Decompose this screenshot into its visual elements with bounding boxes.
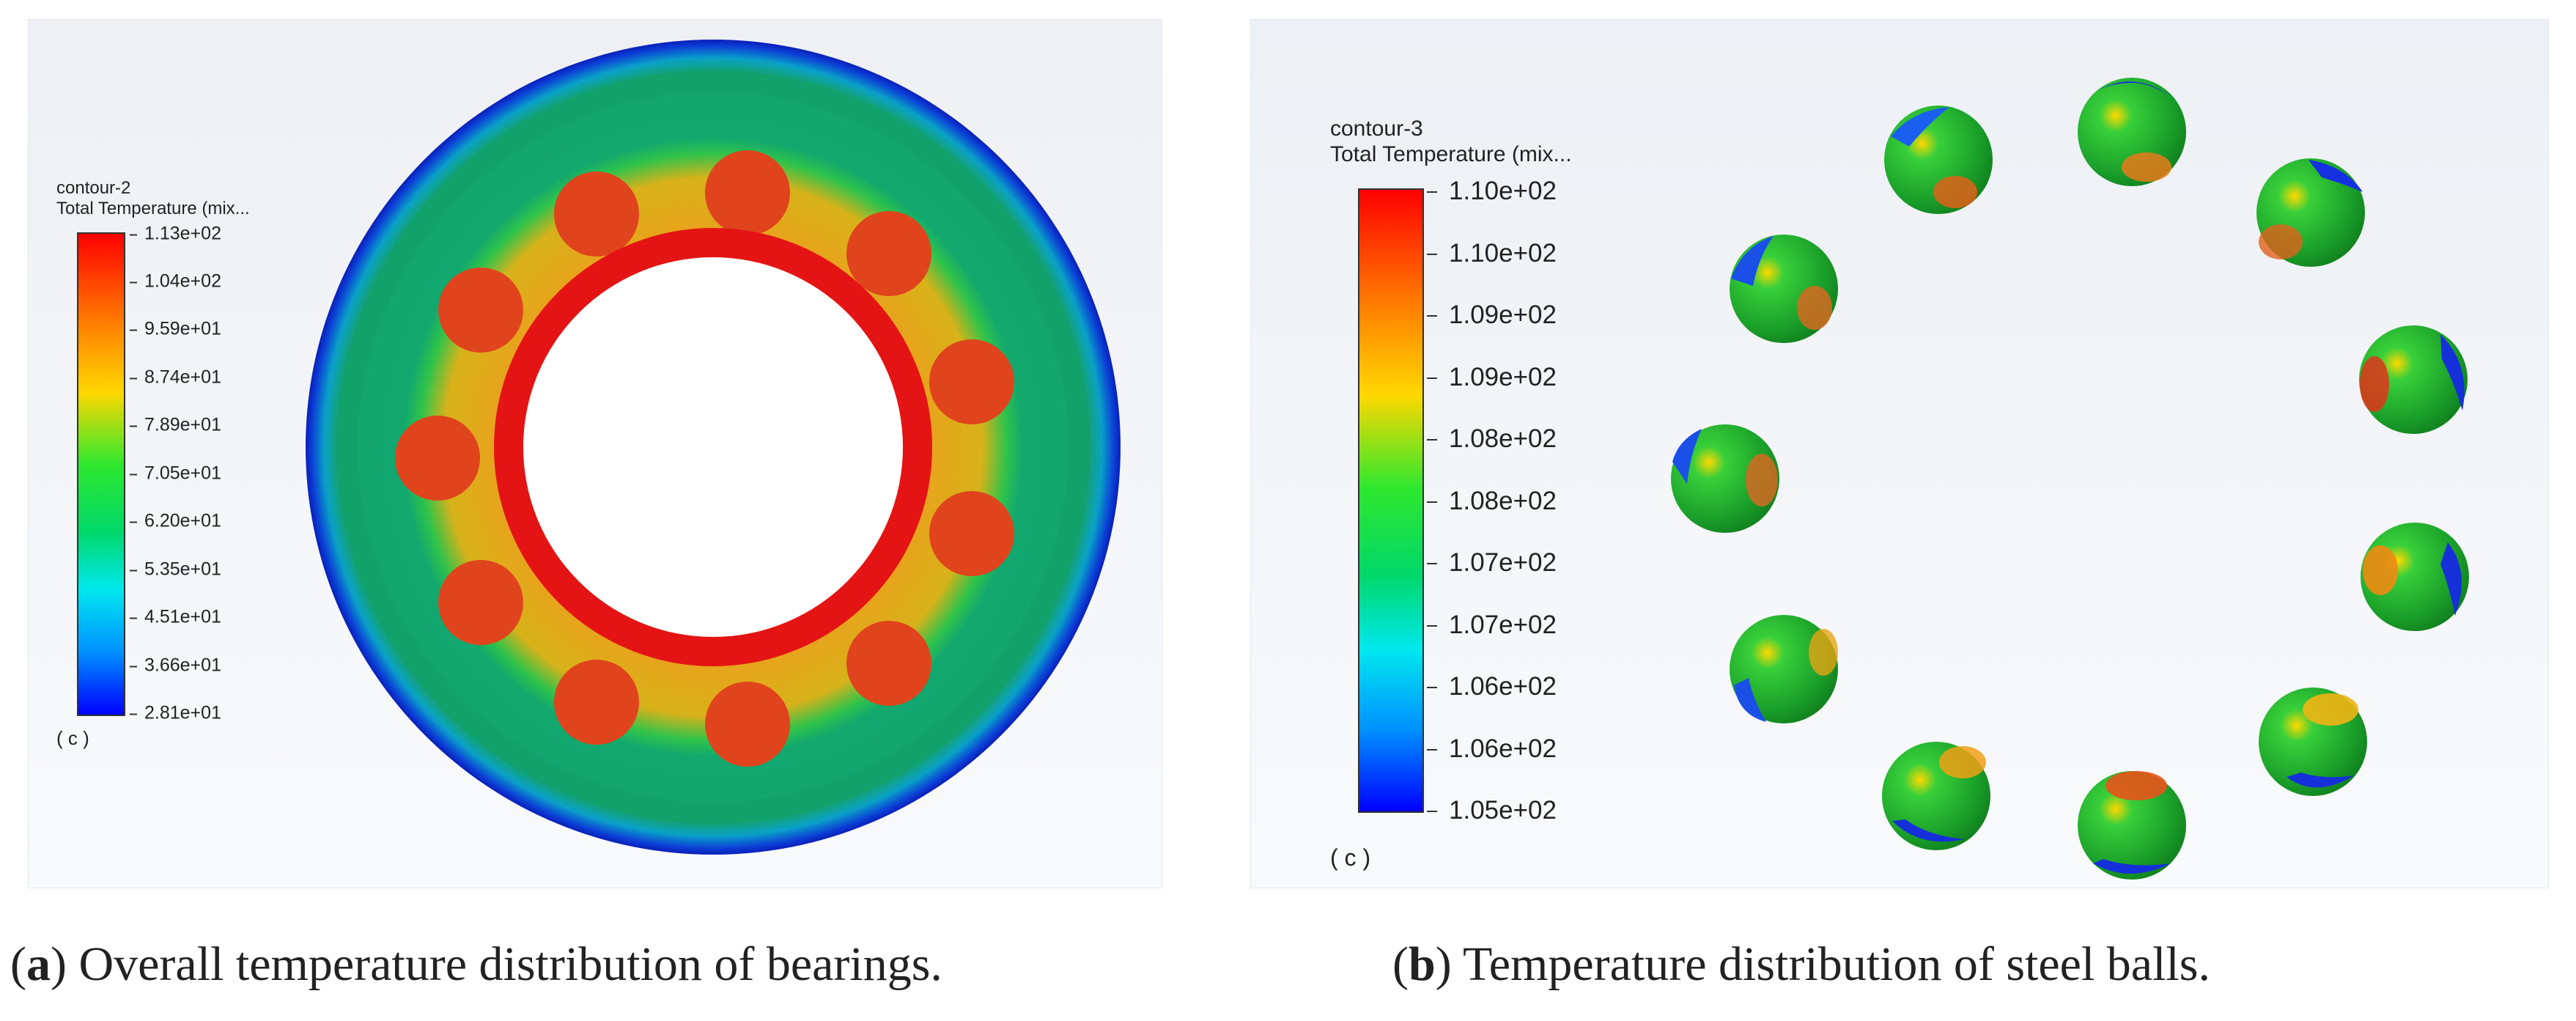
steel-ball	[2256, 158, 2365, 267]
bearing-ball	[705, 682, 790, 767]
bearing-ball	[554, 660, 639, 745]
legend-quantity-b: Total Temperature (mix...	[1330, 141, 1572, 166]
tick-label-a: 8.74e+01	[130, 366, 221, 388]
bearing-bore	[523, 257, 903, 637]
steel-ball	[1671, 424, 1779, 533]
tick-label-b: 1.10e+02	[1427, 177, 1557, 205]
colorbar-b	[1358, 188, 1424, 813]
bearing-ball	[846, 621, 931, 706]
tick-label-a: 1.04e+02	[130, 270, 221, 292]
bearing-ball	[846, 211, 931, 296]
bearing-ball	[438, 268, 523, 353]
tick-label-b: 1.09e+02	[1427, 301, 1557, 329]
tick-label-a: 4.51e+01	[130, 606, 221, 627]
legend-name-a: contour-2	[56, 178, 131, 198]
bearing-ball	[705, 150, 790, 235]
bearing-ball	[929, 339, 1014, 424]
bearing-shade	[336, 70, 1090, 825]
caption-b-text: Temperature distribution of steel balls.	[1463, 937, 2210, 991]
steel-ball	[2361, 523, 2469, 631]
tick-label-a: 5.35e+01	[130, 559, 221, 580]
steel-ball	[2259, 688, 2367, 796]
legend-name-b: contour-3	[1330, 117, 1423, 141]
caption-a: (a) Overall temperature distribution of …	[10, 937, 942, 991]
steel-ball	[2078, 78, 2186, 186]
steel-balls	[1671, 78, 2469, 880]
tick-label-a: 1.13e+02	[130, 223, 221, 244]
bearing-ball	[554, 172, 639, 257]
bearing-inner-ring	[494, 228, 932, 666]
tick-label-b: 1.06e+02	[1427, 734, 1557, 763]
tick-label-a: 7.05e+01	[130, 462, 221, 484]
tick-label-b: 1.07e+02	[1427, 548, 1557, 577]
bearing-ball	[438, 560, 523, 645]
steel-ball	[1730, 615, 1838, 723]
unit-label-a: ( c )	[56, 727, 89, 749]
steel-ball	[2078, 771, 2186, 880]
steel-ball	[1882, 742, 1990, 850]
bearing-assembly	[306, 40, 1121, 855]
caption-a-label: a	[26, 937, 51, 991]
steel-ball	[1730, 235, 1838, 343]
bearing-ball	[929, 491, 1014, 576]
tick-label-b: 1.06e+02	[1427, 672, 1557, 701]
tick-label-b: 1.07e+02	[1427, 611, 1557, 639]
caption-b-label: b	[1408, 937, 1436, 991]
bearing-ball	[395, 416, 480, 501]
caption-b: (b) Temperature distribution of steel ba…	[1392, 937, 2210, 991]
legend-title-b: contour-3 Total Temperature (mix...	[1330, 117, 1572, 167]
steel-ball	[1884, 106, 1993, 214]
tick-label-a: 3.66e+01	[130, 655, 221, 676]
caption-a-text: Overall temperature distribution of bear…	[78, 937, 942, 991]
tick-label-a: 6.20e+01	[130, 510, 221, 531]
tick-label-a: 9.59e+01	[130, 318, 221, 339]
legend-quantity-a: Total Temperature (mix...	[56, 198, 250, 218]
unit-label-b: ( c )	[1330, 844, 1371, 871]
tick-label-b: 1.08e+02	[1427, 424, 1557, 453]
tick-label-b: 1.08e+02	[1427, 487, 1557, 515]
tick-label-b: 1.05e+02	[1427, 796, 1557, 825]
legend-title-a: contour-2 Total Temperature (mix...	[56, 178, 250, 218]
steel-ball	[2359, 325, 2468, 434]
tick-label-b: 1.09e+02	[1427, 363, 1557, 391]
tick-label-a: 7.89e+01	[130, 414, 221, 435]
tick-label-b: 1.10e+02	[1427, 239, 1557, 268]
tick-label-a: 2.81e+01	[130, 702, 221, 723]
colorbar-a	[77, 232, 125, 716]
